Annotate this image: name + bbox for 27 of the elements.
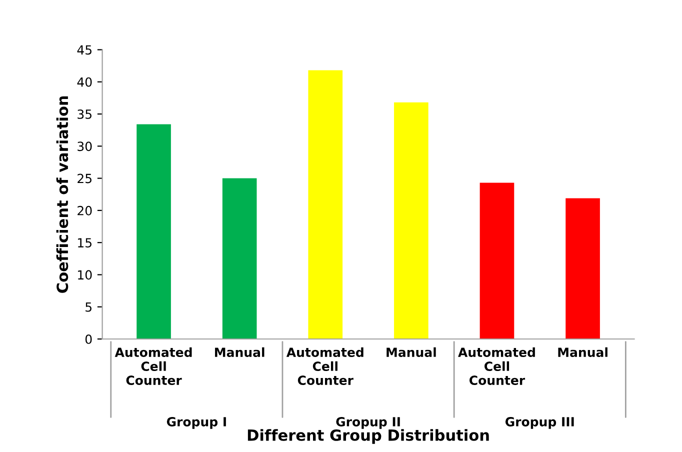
y-tick-label: 0 <box>85 334 92 344</box>
y-axis-title: Coefficient of variation <box>56 96 68 293</box>
bar <box>566 198 600 339</box>
x-tick-label: Manual <box>558 347 608 358</box>
x-tick-label: Automated Cell Counter <box>286 347 364 386</box>
x-tick-label: Manual <box>215 347 264 358</box>
y-tick-label: 5 <box>86 302 92 312</box>
bar <box>222 178 257 339</box>
text: Gropup I <box>166 417 226 429</box>
bar <box>480 182 514 339</box>
y-tick-label: 15 <box>78 238 92 248</box>
x-tick-label: Automated Cell Counter <box>458 347 535 386</box>
y-tick-label: 30 <box>78 142 92 152</box>
y-tick-label: 10 <box>78 270 92 280</box>
y-tick-label: 45 <box>77 45 92 55</box>
y-tick-label: 35 <box>78 109 92 119</box>
y-tick-label: 20 <box>78 206 92 216</box>
text: Gropup II <box>336 417 400 429</box>
x-axis-title: Different Group Distribution <box>248 429 489 444</box>
y-tick-label: 25 <box>78 174 92 184</box>
y-tick-label: 40 <box>77 77 92 87</box>
bar <box>394 102 428 339</box>
x-tick-label: Manual <box>386 347 436 358</box>
text: Gropup III <box>505 417 574 429</box>
x-tick-label: Automated Cell Counter <box>114 347 192 386</box>
bar <box>308 70 343 339</box>
bar <box>136 124 171 339</box>
